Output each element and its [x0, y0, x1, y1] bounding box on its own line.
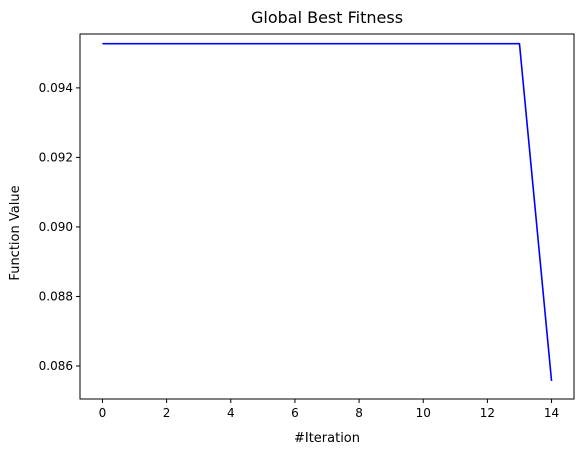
x-tick-label: 10 — [416, 406, 431, 420]
y-tick-label: 0.088 — [39, 289, 73, 303]
y-tick-label: 0.090 — [39, 220, 73, 234]
x-tick-label: 14 — [544, 406, 559, 420]
y-tick-label: 0.092 — [39, 150, 73, 164]
x-tick-label: 8 — [355, 406, 363, 420]
x-axis-label: #Iteration — [294, 431, 360, 446]
chart-title: Global Best Fitness — [251, 8, 403, 27]
y-tick-label: 0.094 — [39, 81, 73, 95]
y-tick-label: 0.086 — [39, 359, 73, 373]
y-axis-label: Function Value — [8, 185, 23, 280]
plot-area: 0 2 4 6 8 10 12 14 0.086 0.088 0.090 0.092 0.094 — [39, 33, 575, 420]
x-tick-label: 12 — [480, 406, 495, 420]
x-tick-label: 0 — [99, 406, 107, 420]
x-tick-label: 2 — [163, 406, 171, 420]
plot-frame — [79, 33, 575, 400]
x-tick-label: 6 — [291, 406, 299, 420]
series-line-0 — [102, 42, 553, 381]
x-tick-label: 4 — [227, 406, 235, 420]
